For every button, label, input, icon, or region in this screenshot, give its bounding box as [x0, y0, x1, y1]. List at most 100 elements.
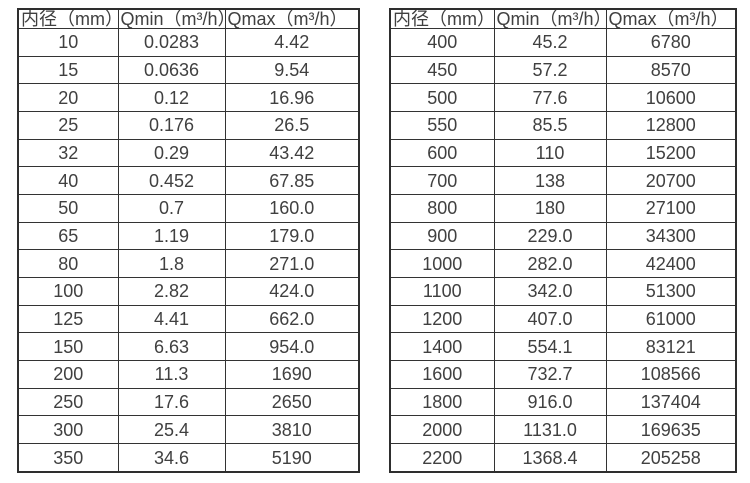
table-cell: 554.1: [493, 332, 607, 362]
table-row: 900 229.0 34300: [389, 221, 737, 251]
table-row: 20 0.12 16.96: [17, 83, 360, 113]
table-cell: 1690: [224, 360, 360, 389]
table-cell: 100: [17, 277, 119, 306]
table-cell: 1100: [389, 277, 495, 306]
table-cell: 20700: [605, 166, 737, 196]
table-row: 1100 342.0 51300: [389, 277, 737, 306]
table-cell: 1000: [389, 249, 495, 279]
table-row: 450 57.2 8570: [389, 55, 737, 85]
table-cell: 26.5: [224, 111, 360, 140]
table-cell: 138: [493, 166, 607, 196]
table-cell: 600: [389, 138, 495, 168]
table-cell: 0.0636: [117, 55, 226, 85]
header-row: 内径（mm） Qmin（m³/h） Qmax（m³/h）: [17, 8, 360, 29]
table-cell: 0.0283: [117, 28, 226, 57]
table-cell: 11.3: [117, 360, 226, 389]
table-cell: 2200: [389, 443, 495, 473]
table-cell: 6.63: [117, 332, 226, 362]
table-cell: 0.176: [117, 111, 226, 140]
table-row: 125 4.41 662.0: [17, 304, 360, 334]
table-cell: 17.6: [117, 387, 226, 417]
header-row: 内径（mm） Qmin（m³/h） Qmax（m³/h）: [389, 8, 737, 29]
table-cell: 169635: [605, 415, 737, 445]
table-row: 400 45.2 6780: [389, 28, 737, 57]
table-cell: 1368.4: [493, 443, 607, 473]
table-cell: 500: [389, 83, 495, 113]
table-cell: 450: [389, 55, 495, 85]
table-cell: 85.5: [493, 111, 607, 140]
table-row: 2000 1131.0 169635: [389, 415, 737, 445]
table-row: 350 34.6 5190: [17, 443, 360, 473]
table-row: 1800 916.0 137404: [389, 387, 737, 417]
table-cell: 77.6: [493, 83, 607, 113]
table-cell: 1.19: [117, 221, 226, 251]
table-row: 600 110 15200: [389, 138, 737, 168]
table-cell: 180: [493, 194, 607, 223]
table-row: 500 77.6 10600: [389, 83, 737, 113]
table-cell: 0.12: [117, 83, 226, 113]
column-header: Qmin（m³/h）: [493, 8, 607, 29]
table-cell: 12800: [605, 111, 737, 140]
table-row: 40 0.452 67.85: [17, 166, 360, 196]
table-row: 25 0.176 26.5: [17, 111, 360, 140]
table-cell: 271.0: [224, 249, 360, 279]
table-cell: 51300: [605, 277, 737, 306]
column-header: Qmin（m³/h）: [117, 8, 226, 29]
table-cell: 700: [389, 166, 495, 196]
table-cell: 20: [17, 83, 119, 113]
table-header: 内径（mm） Qmin（m³/h） Qmax（m³/h）: [17, 8, 360, 29]
table-cell: 250: [17, 387, 119, 417]
table-cell: 137404: [605, 387, 737, 417]
table-cell: 80: [17, 249, 119, 279]
table-cell: 282.0: [493, 249, 607, 279]
table-cell: 2650: [224, 387, 360, 417]
table-header: 内径（mm） Qmin（m³/h） Qmax（m³/h）: [389, 8, 737, 29]
table-cell: 2000: [389, 415, 495, 445]
table-cell: 916.0: [493, 387, 607, 417]
table-row: 2200 1368.4 205258: [389, 443, 737, 473]
table-cell: 34300: [605, 221, 737, 251]
table-cell: 550: [389, 111, 495, 140]
flow-spec-table-small-diameters: 内径（mm） Qmin（m³/h） Qmax（m³/h） 10 0.0283 4.42 1…: [17, 8, 360, 473]
flow-spec-table-large-diameters: 内径（mm） Qmin（m³/h） Qmax（m³/h） 400 45.2 6780 45…: [389, 8, 737, 473]
table-cell: 83121: [605, 332, 737, 362]
table-row: 80 1.8 271.0: [17, 249, 360, 279]
table-cell: 300: [17, 415, 119, 445]
table-row: 10 0.0283 4.42: [17, 28, 360, 57]
table-cell: 61000: [605, 304, 737, 334]
table-row: 800 180 27100: [389, 194, 737, 223]
table-row: 200 11.3 1690: [17, 360, 360, 389]
table-row: 1600 732.7 108566: [389, 360, 737, 389]
table-row: 100 2.82 424.0: [17, 277, 360, 306]
table-cell: 342.0: [493, 277, 607, 306]
table-cell: 43.42: [224, 138, 360, 168]
table-cell: 150: [17, 332, 119, 362]
table-cell: 108566: [605, 360, 737, 389]
table-cell: 9.54: [224, 55, 360, 85]
table-cell: 350: [17, 443, 119, 473]
table-cell: 1131.0: [493, 415, 607, 445]
table-cell: 0.29: [117, 138, 226, 168]
table-cell: 15200: [605, 138, 737, 168]
table-cell: 1600: [389, 360, 495, 389]
column-header: Qmax（m³/h）: [224, 8, 360, 29]
table-cell: 732.7: [493, 360, 607, 389]
table-cell: 662.0: [224, 304, 360, 334]
table-cell: 205258: [605, 443, 737, 473]
table-cell: 34.6: [117, 443, 226, 473]
table-cell: 1.8: [117, 249, 226, 279]
column-header: 内径（mm）: [389, 8, 495, 29]
table-cell: 8570: [605, 55, 737, 85]
table-cell: 3810: [224, 415, 360, 445]
table-row: 50 0.7 160.0: [17, 194, 360, 223]
table-cell: 45.2: [493, 28, 607, 57]
table-cell: 25: [17, 111, 119, 140]
table-cell: 6780: [605, 28, 737, 57]
table-cell: 1800: [389, 387, 495, 417]
table-cell: 32: [17, 138, 119, 168]
table-cell: 10: [17, 28, 119, 57]
table-cell: 10600: [605, 83, 737, 113]
table-cell: 800: [389, 194, 495, 223]
table-cell: 27100: [605, 194, 737, 223]
